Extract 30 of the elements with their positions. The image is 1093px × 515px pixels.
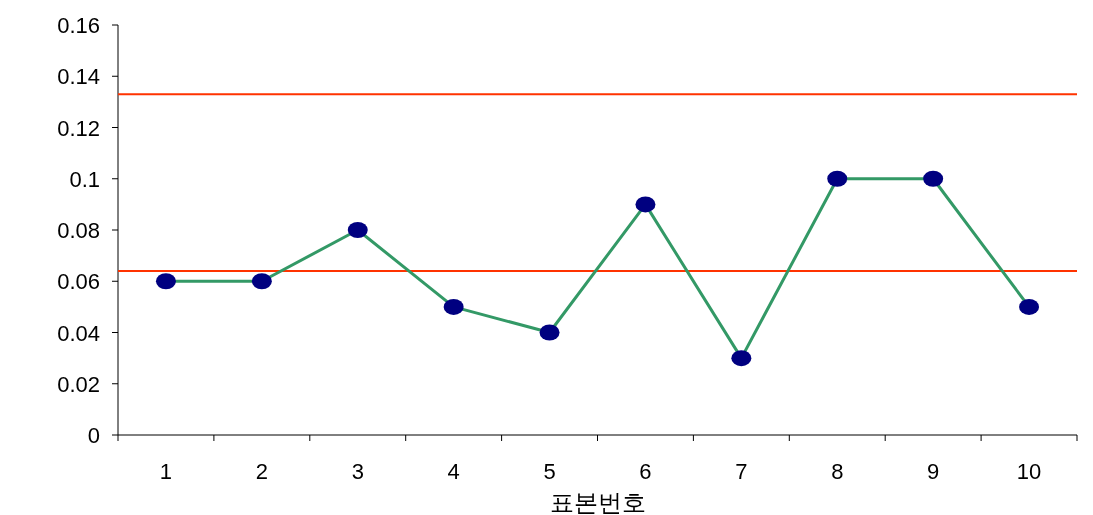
y-tick-label: 0.16	[57, 13, 100, 38]
x-tick-label: 5	[543, 459, 556, 484]
x-tick-label: 9	[927, 459, 940, 484]
point	[347, 222, 368, 238]
y-tick-label: 0.1	[69, 166, 100, 192]
y-tick-label: 0	[87, 423, 100, 448]
point	[731, 350, 752, 367]
x-tick-label: 1	[159, 459, 173, 484]
point	[1019, 298, 1040, 315]
point	[539, 324, 560, 341]
point	[443, 298, 464, 315]
x-tick-label: 2	[255, 459, 268, 484]
point	[923, 170, 944, 187]
y-tick-label: 0.12	[57, 115, 100, 141]
x-axis-title: 표본번호	[549, 489, 646, 515]
x-tick-label: 7	[735, 459, 748, 484]
x-tick-label: 4	[447, 459, 460, 484]
y-tick-label: 0.04	[57, 320, 100, 346]
x-tick-label: 6	[639, 459, 652, 484]
y-tick-label: 0.14	[57, 64, 100, 90]
point	[827, 170, 848, 187]
y-tick-label: 0.06	[57, 269, 100, 295]
point	[155, 273, 176, 290]
point	[251, 273, 272, 290]
x-tick-label: 10	[1016, 459, 1042, 484]
x-tick-label: 8	[831, 459, 844, 484]
x-tick-label: 3	[351, 459, 364, 484]
point	[635, 196, 656, 213]
y-tick-label: 0.02	[57, 371, 100, 397]
y-tick-label: 0.08	[57, 218, 100, 243]
